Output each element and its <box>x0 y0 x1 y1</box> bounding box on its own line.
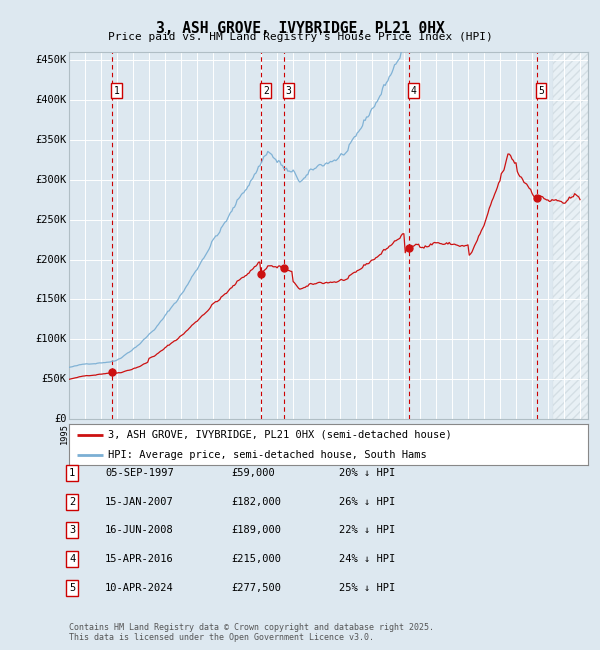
Text: 2016: 2016 <box>395 423 404 444</box>
Text: 1: 1 <box>69 468 75 478</box>
Text: 20% ↓ HPI: 20% ↓ HPI <box>339 468 395 478</box>
Text: 05-SEP-1997: 05-SEP-1997 <box>105 468 174 478</box>
Text: £277,500: £277,500 <box>231 582 281 593</box>
Text: 15-JAN-2007: 15-JAN-2007 <box>105 497 174 507</box>
Text: 1999: 1999 <box>124 423 133 444</box>
Text: £200K: £200K <box>35 255 67 265</box>
Text: 2000: 2000 <box>140 423 149 444</box>
Text: 2017: 2017 <box>412 423 421 444</box>
Text: 3: 3 <box>286 86 292 96</box>
Text: 1996: 1996 <box>76 423 85 444</box>
Text: 24% ↓ HPI: 24% ↓ HPI <box>339 554 395 564</box>
Text: 2019: 2019 <box>443 423 452 444</box>
Text: 2005: 2005 <box>220 423 229 444</box>
Text: 25% ↓ HPI: 25% ↓ HPI <box>339 582 395 593</box>
Text: 2012: 2012 <box>331 423 340 444</box>
Text: 3: 3 <box>69 525 75 536</box>
Text: 2004: 2004 <box>204 423 213 444</box>
Text: 5: 5 <box>69 582 75 593</box>
Text: 1998: 1998 <box>108 423 117 444</box>
Text: £189,000: £189,000 <box>231 525 281 536</box>
Text: 2006: 2006 <box>236 423 245 444</box>
Text: £400K: £400K <box>35 95 67 105</box>
Text: HPI: Average price, semi-detached house, South Hams: HPI: Average price, semi-detached house,… <box>108 450 427 460</box>
Text: 1: 1 <box>113 86 119 96</box>
Text: 2022: 2022 <box>491 423 500 444</box>
Text: 15-APR-2016: 15-APR-2016 <box>105 554 174 564</box>
Text: 3, ASH GROVE, IVYBRIDGE, PL21 0HX (semi-detached house): 3, ASH GROVE, IVYBRIDGE, PL21 0HX (semi-… <box>108 430 452 439</box>
Text: £59,000: £59,000 <box>231 468 275 478</box>
Text: £350K: £350K <box>35 135 67 145</box>
Text: 2010: 2010 <box>299 423 308 444</box>
Text: 2013: 2013 <box>347 423 356 444</box>
Text: 2014: 2014 <box>364 423 373 444</box>
Text: 4: 4 <box>69 554 75 564</box>
Text: 2018: 2018 <box>427 423 436 444</box>
Text: £250K: £250K <box>35 214 67 225</box>
Text: £215,000: £215,000 <box>231 554 281 564</box>
Text: 2007: 2007 <box>251 423 260 444</box>
Text: £150K: £150K <box>35 294 67 304</box>
Text: 16-JUN-2008: 16-JUN-2008 <box>105 525 174 536</box>
Text: 2008: 2008 <box>268 423 277 444</box>
Text: £50K: £50K <box>41 374 67 384</box>
Text: 2025: 2025 <box>539 423 548 444</box>
Text: £182,000: £182,000 <box>231 497 281 507</box>
Text: 4: 4 <box>410 86 416 96</box>
Text: 3, ASH GROVE, IVYBRIDGE, PL21 0HX: 3, ASH GROVE, IVYBRIDGE, PL21 0HX <box>155 21 445 36</box>
Text: £100K: £100K <box>35 334 67 345</box>
Text: 2011: 2011 <box>316 423 325 444</box>
Text: 2020: 2020 <box>459 423 468 444</box>
Text: 2023: 2023 <box>507 423 516 444</box>
Text: 2024: 2024 <box>523 423 532 444</box>
Text: £0: £0 <box>54 414 67 424</box>
Text: 2009: 2009 <box>284 423 293 444</box>
Text: 2002: 2002 <box>172 423 181 444</box>
Text: 1997: 1997 <box>92 423 101 444</box>
Text: £450K: £450K <box>35 55 67 65</box>
Text: £300K: £300K <box>35 175 67 185</box>
Text: Contains HM Land Registry data © Crown copyright and database right 2025.
This d: Contains HM Land Registry data © Crown c… <box>69 623 434 642</box>
Text: 22% ↓ HPI: 22% ↓ HPI <box>339 525 395 536</box>
Text: 2: 2 <box>263 86 269 96</box>
Text: 1995: 1995 <box>60 423 69 444</box>
Text: 2021: 2021 <box>475 423 484 444</box>
Text: 26% ↓ HPI: 26% ↓ HPI <box>339 497 395 507</box>
Text: 2015: 2015 <box>379 423 388 444</box>
Text: 2: 2 <box>69 497 75 507</box>
Text: 2003: 2003 <box>188 423 197 444</box>
Text: 2001: 2001 <box>156 423 165 444</box>
Text: 10-APR-2024: 10-APR-2024 <box>105 582 174 593</box>
Text: Price paid vs. HM Land Registry's House Price Index (HPI): Price paid vs. HM Land Registry's House … <box>107 32 493 42</box>
Text: 5: 5 <box>538 86 544 96</box>
Text: 2026: 2026 <box>555 423 564 444</box>
Bar <box>553 52 588 419</box>
